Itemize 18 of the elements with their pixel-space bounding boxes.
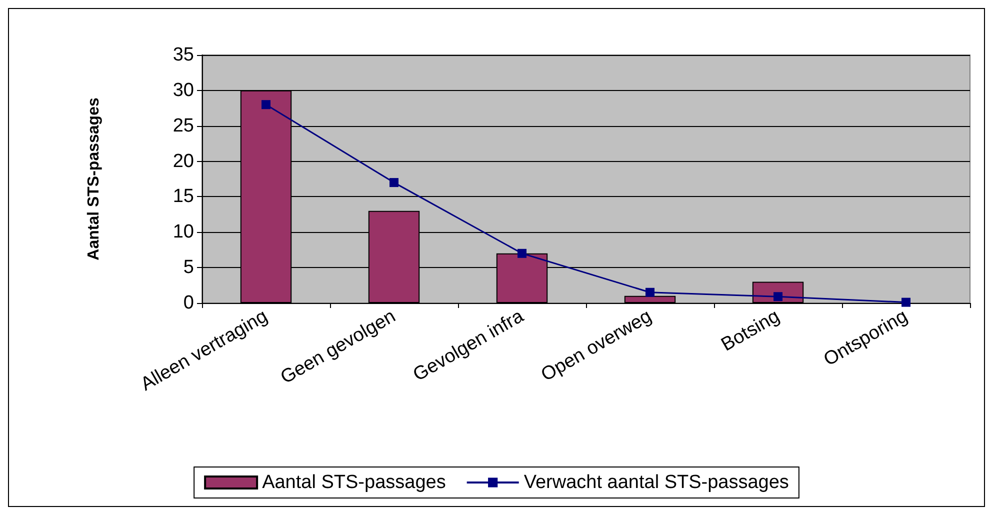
y-tick-label: 20 (172, 150, 194, 172)
y-tick-label: 10 (172, 222, 194, 243)
y-tick-label: 0 (183, 292, 194, 314)
y-tick-label: 30 (172, 80, 194, 101)
y-tick-label: 5 (183, 257, 194, 278)
point (518, 248, 526, 258)
point (390, 178, 398, 188)
y-axis-title: Aantal STS-passages (86, 98, 102, 260)
bar (624, 296, 676, 303)
y-tick-label: 25 (172, 115, 194, 136)
y-tick-label: 15 (172, 186, 194, 208)
legend-label: Aantal STS-passages (262, 472, 446, 493)
point (774, 292, 782, 302)
point (262, 100, 270, 110)
point (902, 298, 910, 307)
point (646, 288, 654, 297)
y-tick-label: 35 (172, 44, 194, 66)
legend-label: Verwacht aantal STS-passages (524, 472, 789, 493)
